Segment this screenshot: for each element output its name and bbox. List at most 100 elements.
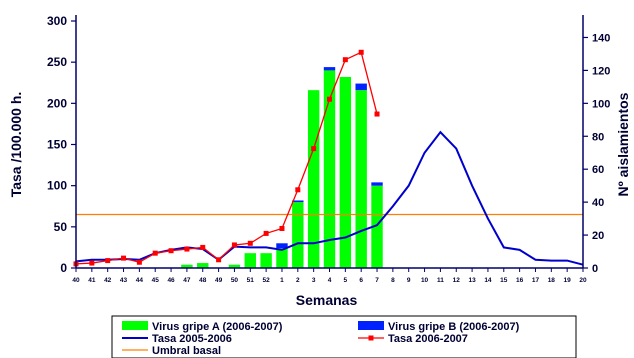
x-tick-label: 42 [104, 277, 112, 284]
x-tick-label: 51 [247, 277, 255, 284]
point-tasa-2006-2007 [121, 255, 127, 261]
point-tasa-2006-2007 [136, 259, 142, 265]
x-tick-label: 12 [453, 277, 461, 284]
point-tasa-2006-2007 [374, 111, 380, 117]
bar-virus-a [339, 76, 352, 268]
bar-virus-a [371, 185, 383, 268]
bar-virus-b [276, 243, 288, 249]
legend-swatch-virus-b [358, 321, 384, 330]
point-tasa-2006-2007 [279, 225, 285, 231]
y-tick-label-right: 80 [592, 131, 604, 143]
x-tick-label: 43 [120, 277, 128, 284]
x-tick-label: 17 [532, 277, 540, 284]
point-tasa-2006-2007 [105, 258, 111, 264]
bar-virus-b [355, 83, 367, 91]
legend-label-virus-a: Virus gripe A (2006-2007) [152, 321, 283, 333]
x-tick-label: 16 [516, 277, 524, 284]
legend-label-virus-b: Virus gripe B (2006-2007) [388, 321, 520, 333]
x-tick-label: 11 [437, 277, 444, 284]
x-tick-label: 48 [199, 277, 207, 284]
point-tasa-2006-2007 [327, 96, 332, 102]
x-tick-label: 4 [328, 277, 332, 284]
y-tick-label-left: 0 [60, 261, 67, 275]
legend-box [111, 315, 577, 358]
point-tasa-2006-2007 [152, 250, 158, 256]
y-tick-label-left: 250 [47, 55, 67, 69]
y-tick-label-left: 150 [47, 138, 67, 152]
legend-label-tasa-2005-2006: Tasa 2005-2006 [152, 333, 232, 345]
x-tick-label: 15 [500, 277, 508, 284]
legend-swatch-virus-a [122, 321, 148, 330]
x-tick-label: 50 [231, 277, 239, 284]
x-tick-label: 3 [312, 277, 316, 284]
x-tick-label: 5 [344, 277, 348, 284]
point-tasa-2006-2007 [184, 246, 190, 252]
point-tasa-2006-2007 [295, 187, 301, 193]
x-tick-label: 45 [152, 277, 160, 284]
y-tick-label-left: 50 [54, 220, 68, 234]
y-tick-label-right: 100 [592, 98, 610, 110]
bar-virus-a [244, 253, 256, 268]
point-tasa-2006-2007 [231, 242, 237, 248]
legend-label-tasa-2006-2007: Tasa 2006-2007 [388, 333, 468, 345]
x-tick-label: 2 [296, 277, 300, 284]
bar-virus-b [292, 200, 304, 203]
bar-virus-a [307, 90, 320, 268]
x-tick-label: 41 [88, 277, 96, 284]
y-axis-title-left: Tasa /100.000 h. [8, 92, 24, 198]
y-tick-label-right: 60 [592, 164, 604, 176]
point-tasa-2006-2007 [216, 257, 222, 263]
point-tasa-2006-2007 [168, 248, 174, 254]
bar-virus-a [260, 253, 272, 268]
point-tasa-2006-2007 [311, 146, 317, 152]
x-tick-label: 13 [468, 277, 476, 284]
bar-virus-b [371, 182, 383, 186]
bars-layer [181, 67, 383, 269]
x-tick-label: 1 [280, 277, 284, 284]
lines-layer [73, 49, 584, 267]
legend-marker-tasa-2006-2007 [368, 335, 374, 341]
x-tick-label: 9 [407, 277, 411, 284]
point-tasa-2006-2007 [200, 244, 206, 250]
y-tick-label-left: 300 [47, 14, 67, 28]
point-tasa-2006-2007 [247, 240, 253, 246]
x-tick-label: 8 [391, 277, 395, 284]
y-tick-label-left: 200 [47, 96, 67, 110]
x-tick-label: 47 [183, 277, 191, 284]
y-tick-label-right: 140 [592, 32, 610, 44]
bar-virus-a [292, 202, 304, 268]
legend: Virus gripe A (2006-2007) Virus gripe B (… [111, 315, 577, 358]
x-tick-label: 7 [375, 277, 379, 284]
point-tasa-2006-2007 [263, 230, 269, 236]
point-tasa-2006-2007 [89, 260, 95, 266]
y-axis-title-right: Nº aislamientos [615, 92, 631, 196]
bar-virus-a [228, 264, 241, 268]
y-tick-label-right: 40 [592, 197, 604, 209]
x-tick-label: 18 [548, 277, 556, 284]
x-tick-label: 14 [484, 277, 492, 284]
point-tasa-2006-2007 [342, 57, 348, 63]
x-tick-label: 19 [564, 277, 572, 284]
y-tick-label-right: 120 [592, 65, 610, 77]
bar-virus-a [197, 263, 209, 268]
x-tick-label: 49 [215, 277, 223, 284]
x-tick-label: 20 [579, 277, 587, 284]
y-tick-label-right: 20 [592, 230, 604, 242]
y-tick-label-left: 100 [47, 179, 67, 193]
bar-virus-a [181, 264, 193, 268]
x-tick-label: 10 [421, 277, 429, 284]
bar-virus-b [323, 67, 336, 71]
point-tasa-2006-2007 [358, 49, 364, 55]
bar-virus-a [355, 90, 367, 268]
x-tick-label: 44 [136, 277, 144, 284]
x-tick-label: 52 [263, 277, 271, 284]
line-tasa-2006-2007 [75, 51, 378, 265]
legend-label-umbral-basal: Umbral basal [152, 345, 221, 357]
x-tick-label: 6 [359, 277, 363, 284]
x-tick-label: 40 [72, 277, 80, 284]
x-tick-label: 46 [167, 277, 175, 284]
bar-virus-a [323, 70, 336, 269]
x-axis-title: Semanas [296, 292, 358, 308]
